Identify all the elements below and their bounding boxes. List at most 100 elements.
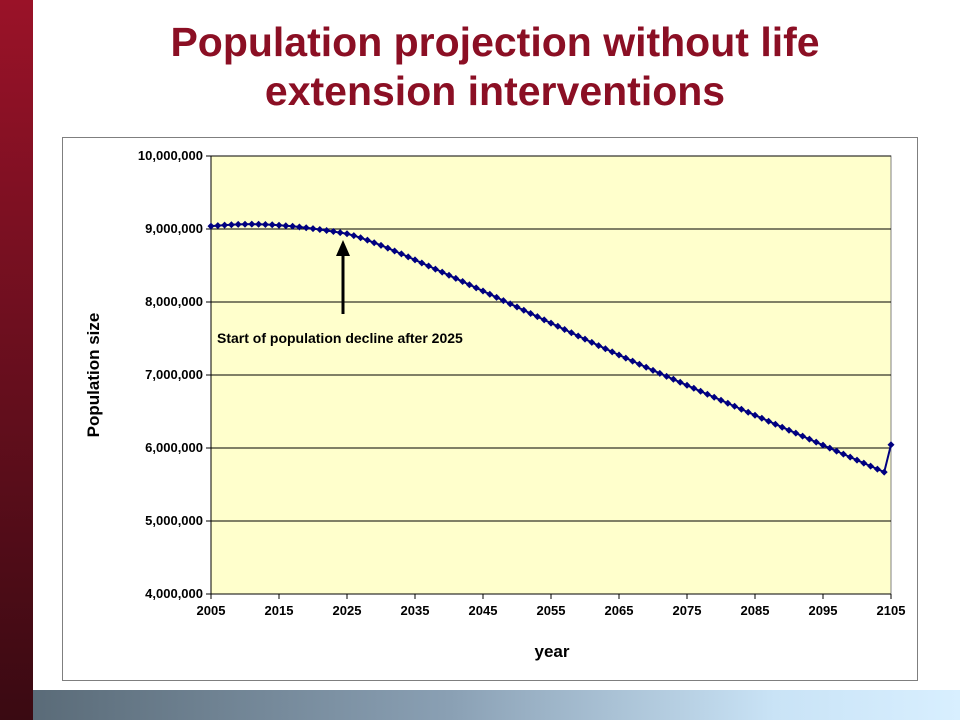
data-point bbox=[499, 297, 507, 305]
y-tick-label: 10,000,000 bbox=[138, 148, 203, 163]
data-point bbox=[384, 244, 392, 252]
data-point bbox=[751, 411, 759, 419]
slide-title: Population projection without life exten… bbox=[60, 18, 930, 116]
annotation-text: Start of population decline after 2025 bbox=[217, 330, 463, 346]
x-tick-label: 2075 bbox=[673, 603, 702, 618]
data-point bbox=[663, 372, 671, 380]
data-point bbox=[316, 226, 324, 234]
x-tick-label: 2095 bbox=[809, 603, 838, 618]
data-point bbox=[329, 228, 337, 236]
data-point bbox=[459, 278, 467, 286]
y-tick-label: 9,000,000 bbox=[145, 221, 203, 236]
data-point bbox=[561, 326, 569, 334]
data-point bbox=[860, 459, 868, 467]
x-tick-label: 2045 bbox=[469, 603, 498, 618]
data-point bbox=[465, 281, 473, 289]
data-point bbox=[227, 221, 235, 229]
data-point bbox=[343, 230, 351, 238]
x-axis-title: year bbox=[535, 642, 570, 661]
data-point bbox=[533, 313, 541, 321]
data-point bbox=[493, 293, 501, 301]
data-point bbox=[799, 432, 807, 440]
data-point bbox=[887, 441, 895, 449]
data-point bbox=[547, 319, 555, 327]
data-point bbox=[846, 453, 854, 461]
data-point bbox=[411, 256, 419, 264]
data-point bbox=[302, 224, 310, 232]
y-axis-ticks: 4,000,000 5,000,000 6,000,000 7,000,000 8,00… bbox=[138, 148, 211, 601]
data-point bbox=[622, 354, 630, 362]
left-accent-bar bbox=[0, 0, 33, 720]
y-tick-label: 4,000,000 bbox=[145, 586, 203, 601]
data-point bbox=[765, 417, 773, 425]
series-population bbox=[207, 220, 895, 476]
gridlines bbox=[211, 155, 891, 522]
data-point bbox=[397, 250, 405, 258]
data-point bbox=[336, 229, 344, 237]
data-point bbox=[350, 232, 358, 240]
data-point bbox=[805, 435, 813, 443]
data-point bbox=[520, 306, 528, 314]
data-point bbox=[207, 222, 215, 230]
data-point bbox=[363, 236, 371, 244]
data-point bbox=[683, 381, 691, 389]
data-point bbox=[724, 399, 732, 407]
data-point bbox=[581, 335, 589, 343]
data-point bbox=[880, 468, 888, 476]
data-point bbox=[839, 450, 847, 458]
chart-frame: 4,000,000 5,000,000 6,000,000 7,000,000 8,00… bbox=[62, 137, 918, 681]
data-point bbox=[404, 253, 412, 261]
y-tick-label: 5,000,000 bbox=[145, 513, 203, 528]
data-point bbox=[438, 268, 446, 276]
data-point bbox=[431, 265, 439, 273]
title-line-1: Population projection without life bbox=[170, 19, 820, 65]
x-tick-label: 2005 bbox=[197, 603, 226, 618]
data-point bbox=[574, 332, 582, 340]
x-axis-ticks: 2005 2015 2025 2035 2045 2055 2065 2075 2085 2095… bbox=[197, 594, 906, 618]
data-point bbox=[744, 408, 752, 416]
data-point bbox=[295, 223, 303, 231]
data-point bbox=[275, 221, 283, 229]
y-tick-label: 8,000,000 bbox=[145, 294, 203, 309]
data-point bbox=[601, 345, 609, 353]
data-point bbox=[656, 369, 664, 377]
data-point bbox=[309, 225, 317, 233]
data-point bbox=[615, 351, 623, 359]
annotation: Start of population decline after 2025 bbox=[217, 240, 463, 346]
data-point bbox=[608, 348, 616, 356]
data-point bbox=[282, 222, 290, 230]
data-point bbox=[472, 284, 480, 292]
data-point bbox=[513, 303, 521, 311]
x-tick-label: 2105 bbox=[877, 603, 906, 618]
annotation-arrowhead bbox=[336, 240, 350, 256]
data-point bbox=[588, 338, 596, 346]
data-point bbox=[642, 363, 650, 371]
data-point bbox=[703, 390, 711, 398]
data-point bbox=[669, 375, 677, 383]
data-point bbox=[826, 444, 834, 452]
data-point bbox=[819, 441, 827, 449]
data-point bbox=[377, 241, 385, 249]
data-point bbox=[425, 262, 433, 270]
data-point bbox=[737, 405, 745, 413]
data-point bbox=[255, 220, 263, 228]
data-point bbox=[370, 239, 378, 247]
data-point bbox=[479, 287, 487, 295]
data-point bbox=[248, 220, 256, 228]
data-point bbox=[758, 414, 766, 422]
data-point bbox=[873, 465, 881, 473]
data-point bbox=[486, 290, 494, 298]
y-tick-label: 7,000,000 bbox=[145, 367, 203, 382]
data-point bbox=[731, 402, 739, 410]
y-axis-title: Population size bbox=[84, 313, 103, 438]
data-point bbox=[595, 342, 603, 350]
data-point bbox=[221, 221, 229, 229]
x-tick-label: 2025 bbox=[333, 603, 362, 618]
data-point bbox=[867, 462, 875, 470]
data-point bbox=[710, 393, 718, 401]
data-point bbox=[506, 300, 514, 308]
data-point bbox=[833, 447, 841, 455]
data-point bbox=[540, 316, 548, 324]
data-point bbox=[792, 429, 800, 437]
data-point bbox=[527, 309, 535, 317]
